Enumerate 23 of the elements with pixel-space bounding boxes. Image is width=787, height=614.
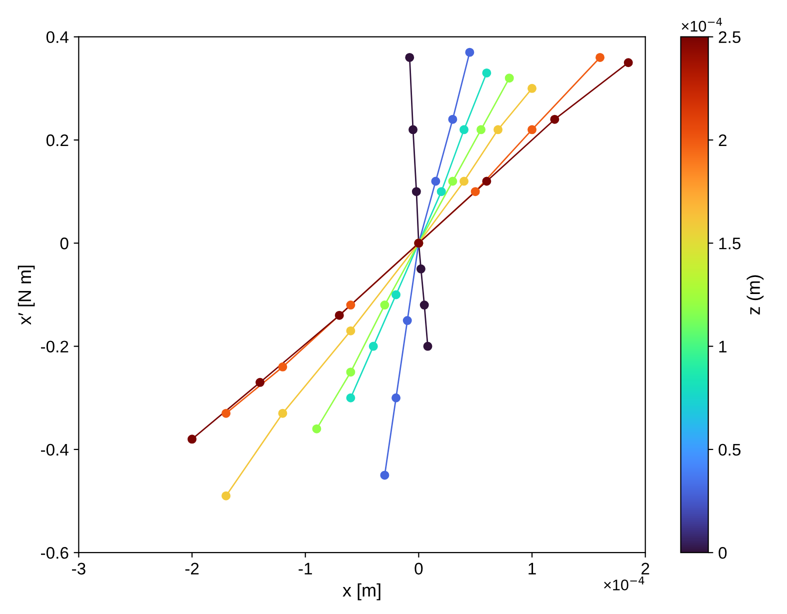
color-bar-label: 0 — [718, 547, 727, 559]
y-tick-label: -0.4 — [41, 444, 68, 456]
y-tick-label: 0 — [60, 238, 68, 250]
color-bar-title: z (m) — [746, 275, 764, 315]
x-tick-label: 2 — [642, 562, 650, 574]
text: ×10$^{−4}$ — [682, 18, 722, 32]
color-bar-label: 0.5 — [718, 444, 740, 456]
y-tick-label: 0.4 — [46, 31, 68, 44]
x-tick-label: -2 — [185, 562, 199, 574]
color-bar-label: 1.5 — [719, 238, 740, 250]
y-axis-title: x′ [N m] — [18, 266, 35, 325]
color-bar-label: 1 — [719, 340, 726, 352]
y-tick-label: -0.6 — [41, 547, 68, 559]
text: ×10$^{−4}$ — [604, 576, 644, 590]
y-tick-label: -0.2 — [41, 340, 68, 352]
color-bar-label: 2 — [718, 134, 726, 146]
color-bar-label: 2.5 — [718, 31, 740, 44]
x-tick-label: 1 — [528, 562, 536, 574]
x-tick-label: 0 — [414, 562, 423, 575]
x-tick-label: -3 — [72, 562, 86, 575]
x-axis-title: x [m] — [342, 583, 380, 600]
y-tick-label: 0.2 — [46, 134, 68, 146]
x-tick-label: -1 — [298, 562, 312, 574]
